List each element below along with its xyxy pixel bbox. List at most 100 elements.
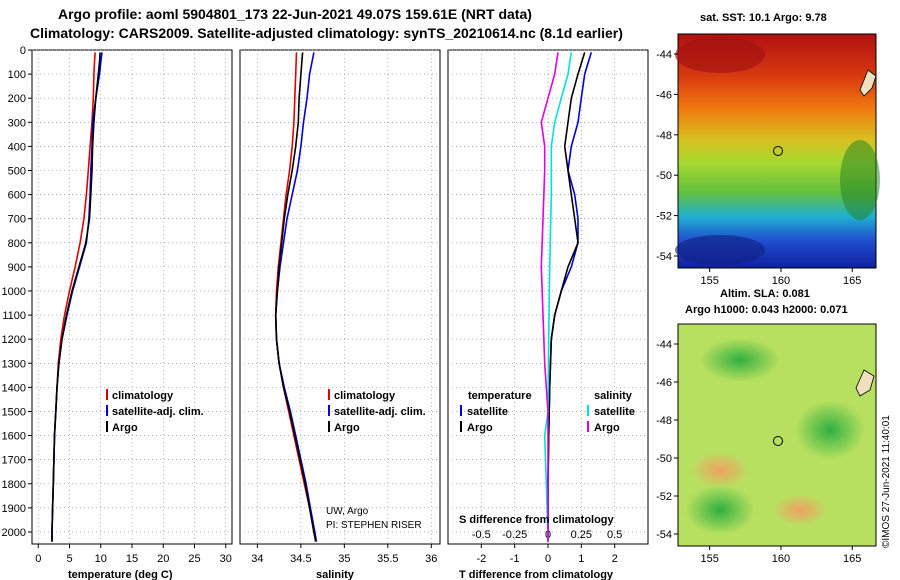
y-tick-label: 1700 <box>2 455 26 467</box>
legend-t-satellite-label: satellite <box>467 406 508 418</box>
y-tick-label: 300 <box>8 117 26 129</box>
map-y-tick-label: -50 <box>656 453 672 465</box>
y-tick-label: 1100 <box>2 310 26 322</box>
y-tick-label: 800 <box>8 238 26 250</box>
salinity-annotation-2: PI: STEPHEN RISER <box>326 520 422 531</box>
map-y-tick-label: -44 <box>656 49 672 61</box>
salinity-annotation-1: UW, Argo <box>326 506 369 517</box>
x-tick-label: 20 <box>157 553 169 565</box>
difference-legend: temperature satellite Argo salinity sate… <box>460 390 635 434</box>
sla-map-title-2: Argo h1000: 0.043 h2000: 0.071 <box>685 304 848 316</box>
x-tick-label: 25 <box>188 553 200 565</box>
x-tick-label: 0 <box>545 553 551 565</box>
x-tick-label: 1 <box>578 553 584 565</box>
y-tick-label: 1000 <box>2 286 26 298</box>
map-y-tick-label: -52 <box>656 491 672 503</box>
sst-argo-position <box>773 146 783 156</box>
x-tick-label: 34.5 <box>290 553 311 565</box>
legend-argo-label: Argo <box>112 422 138 434</box>
map-x-tick-label: 155 <box>701 275 719 287</box>
sla-green-patch <box>685 485 755 535</box>
copyright-stamp: ©IMOS 27-Jun-2021 11:40:01 <box>881 415 892 548</box>
temperature-panel <box>31 49 233 545</box>
sst-map-field <box>677 33 877 269</box>
legend-temperature-title: temperature <box>468 390 532 402</box>
series-line-argo <box>51 52 101 542</box>
legend-t-argo-label: Argo <box>467 422 493 434</box>
y-tick-label: 1800 <box>2 479 26 491</box>
x-tick-label: 5 <box>66 553 72 565</box>
y-tick-label: 0 <box>20 45 26 57</box>
legend-argo-label: Argo <box>334 422 360 434</box>
y-tick-label: 700 <box>8 214 26 226</box>
series-line-s-satellite <box>543 52 573 542</box>
map-x-tick-label: 155 <box>701 553 719 565</box>
map-y-tick-label: -54 <box>656 251 672 263</box>
y-tick-label: 200 <box>8 93 26 105</box>
legend-s-argo-label: Argo <box>594 422 620 434</box>
y-tick-label: 400 <box>8 141 26 153</box>
x-tick-label: 0 <box>35 553 41 565</box>
series-line-s-argo <box>540 52 559 542</box>
map-x-tick-label: 160 <box>772 275 790 287</box>
y-tick-label: 100 <box>8 69 26 81</box>
y-tick-label: 1500 <box>2 406 26 418</box>
x-tick-label: -1 <box>510 553 520 565</box>
sst-map-axes: 155 160 165 -44 -46 -48 -50 -52 -54 <box>656 49 861 287</box>
x-tick-label: 15 <box>126 553 138 565</box>
y-tick-label: 500 <box>8 165 26 177</box>
y-tick-label: 900 <box>8 262 26 274</box>
series-line-argo <box>274 52 317 542</box>
map-y-tick-label: -54 <box>656 529 672 541</box>
y-tick-label: 1400 <box>2 382 26 394</box>
sal-tick-label: 0.25 <box>571 529 592 541</box>
legend-salinity-title: salinity <box>594 390 633 402</box>
series-line-t-argo <box>547 52 586 542</box>
title-line-2: Climatology: CARS2009. Satellite-adjuste… <box>30 25 623 41</box>
y-tick-label: 600 <box>8 190 26 202</box>
map-y-tick-label: -46 <box>656 377 672 389</box>
map-y-tick-label: -44 <box>656 339 672 351</box>
y-tick-label: 2000 <box>2 527 26 539</box>
sla-orange-patch <box>772 494 828 526</box>
y-tick-label: 1600 <box>2 431 26 443</box>
sla-map-title-1: Altim. SLA: 0.081 <box>720 288 810 300</box>
sst-map-title: sat. SST: 10.1 Argo: 9.78 <box>700 12 827 24</box>
x-tick-label: 30 <box>220 553 232 565</box>
temperature-plot: 0100200300400500600700800900100011001200… <box>2 45 232 565</box>
legend-climatology-label: climatology <box>334 390 396 402</box>
sst-coastline <box>859 69 877 97</box>
difference-xlabel: T difference from climatology <box>459 569 614 580</box>
sla-green-patch <box>700 338 780 382</box>
legend-s-satellite-label: satellite <box>594 406 635 418</box>
sst-cool-patch <box>840 140 880 220</box>
x-tick-label: 10 <box>95 553 107 565</box>
difference-plot: -2 -1 0 1 2-0.5 -0.25 0 0.25 0.5 <box>448 49 648 565</box>
title-line-1: Argo profile: aoml 5904801_173 22-Jun-20… <box>58 6 532 22</box>
y-tick-label: 1900 <box>2 503 26 515</box>
x-tick-label: 34 <box>251 553 263 565</box>
temperature-xlabel: temperature (deg C) <box>68 569 173 580</box>
sst-warm-patch <box>675 37 765 73</box>
sal-tick-label: 0.5 <box>607 529 622 541</box>
map-y-tick-label: -48 <box>656 415 672 427</box>
sal-tick-label: -0.25 <box>502 529 527 541</box>
legend-satellite-label: satellite-adj. clim. <box>112 406 204 418</box>
salinity-plot: 34 34.5 35 35.5 36 <box>240 49 440 565</box>
map-y-tick-label: -46 <box>656 89 672 101</box>
salinity-legend: climatology satellite-adj. clim. Argo <box>328 389 426 434</box>
sla-map <box>677 323 877 547</box>
salinity-panel <box>239 49 441 545</box>
salinity-xlabel: salinity <box>316 569 355 580</box>
sla-map-axes: 155 160 165 -44 -46 -48 -50 -52 -54 <box>656 339 861 565</box>
y-tick-label: 1200 <box>2 334 26 346</box>
y-tick-label: 1300 <box>2 358 26 370</box>
map-x-tick-label: 165 <box>843 275 861 287</box>
map-y-tick-label: -52 <box>656 211 672 223</box>
temperature-legend: climatology satellite-adj. clim. Argo <box>106 389 204 434</box>
sst-cold-patch <box>675 235 765 265</box>
sla-green-patch <box>795 400 865 460</box>
sla-argo-position <box>773 436 783 446</box>
x-tick-label: 2 <box>612 553 618 565</box>
